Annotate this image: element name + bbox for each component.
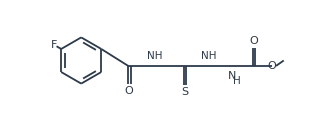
Text: S: S xyxy=(181,87,188,97)
Text: O: O xyxy=(268,61,276,71)
Text: NH: NH xyxy=(201,51,217,61)
Text: F: F xyxy=(51,40,58,50)
Text: NH: NH xyxy=(147,51,163,61)
Text: O: O xyxy=(249,36,258,46)
Text: H: H xyxy=(233,76,241,86)
Text: N: N xyxy=(228,71,236,81)
Text: O: O xyxy=(125,86,133,96)
